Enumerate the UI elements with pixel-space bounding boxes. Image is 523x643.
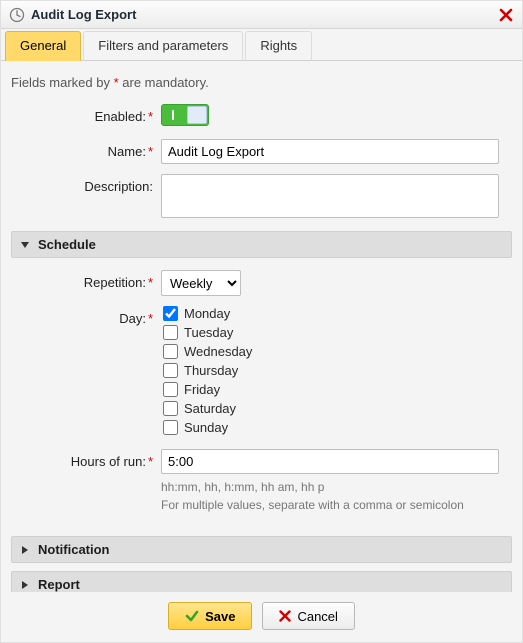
chevron-down-icon [20, 240, 32, 250]
day-label: Friday [184, 382, 220, 397]
section-report-header[interactable]: Report [11, 571, 512, 592]
day-label: Thursday [184, 363, 238, 378]
hours-input[interactable] [161, 449, 499, 474]
tab-rights[interactable]: Rights [245, 31, 312, 61]
row-description: Description: [11, 174, 512, 221]
save-button[interactable]: Save [168, 602, 252, 630]
section-schedule-body: Repetition:* Weekly Day:* [11, 258, 512, 528]
button-bar: Save Cancel [1, 592, 522, 642]
mandatory-note-suffix: are mandatory. [119, 75, 209, 90]
required-asterisk: * [146, 454, 153, 469]
label-enabled-text: Enabled: [95, 109, 146, 124]
titlebar: Audit Log Export [1, 1, 522, 29]
day-row: Monday [161, 306, 512, 321]
day-row: Friday [161, 382, 512, 397]
repetition-select[interactable]: Weekly [161, 270, 241, 296]
label-day-text: Day: [119, 311, 146, 326]
dialog-title: Audit Log Export [31, 7, 496, 22]
day-label: Tuesday [184, 325, 233, 340]
hours-hint: hh:mm, hh, h:mm, hh am, hh p For multipl… [161, 478, 512, 514]
checkbox-wednesday[interactable] [163, 344, 178, 359]
tab-general[interactable]: General [5, 31, 81, 61]
checkbox-monday[interactable] [163, 306, 178, 321]
day-checkbox-group: Monday Tuesday Wednesday Thursday [161, 306, 512, 439]
close-icon [499, 8, 513, 22]
day-row: Tuesday [161, 325, 512, 340]
required-asterisk: * [146, 311, 153, 326]
section-notification-title: Notification [38, 542, 110, 557]
tab-content: Fields marked by * are mandatory. Enable… [1, 61, 522, 592]
close-button[interactable] [496, 5, 516, 25]
tab-filters[interactable]: Filters and parameters [83, 31, 243, 61]
label-hours: Hours of run:* [11, 449, 161, 469]
row-repetition: Repetition:* Weekly [11, 270, 512, 296]
label-repetition-text: Repetition: [84, 275, 146, 290]
day-label: Monday [184, 306, 230, 321]
section-schedule-header[interactable]: Schedule [11, 231, 512, 258]
dialog-window: Audit Log Export General Filters and par… [0, 0, 523, 643]
cancel-button[interactable]: Cancel [262, 602, 354, 630]
day-row: Thursday [161, 363, 512, 378]
required-asterisk: * [146, 109, 153, 124]
section-schedule-title: Schedule [38, 237, 96, 252]
description-input[interactable] [161, 174, 499, 218]
row-hours: Hours of run:* hh:mm, hh, h:mm, hh am, h… [11, 449, 512, 514]
checkbox-tuesday[interactable] [163, 325, 178, 340]
checkbox-friday[interactable] [163, 382, 178, 397]
enabled-toggle[interactable] [161, 104, 209, 126]
tab-bar: General Filters and parameters Rights [1, 29, 522, 61]
section-notification: Notification [11, 536, 512, 563]
checkbox-sunday[interactable] [163, 420, 178, 435]
section-report: Report [11, 571, 512, 592]
label-hours-text: Hours of run: [71, 454, 146, 469]
mandatory-note: Fields marked by * are mandatory. [11, 75, 512, 90]
row-enabled: Enabled:* [11, 104, 512, 129]
mandatory-note-prefix: Fields marked by [11, 75, 114, 90]
save-button-label: Save [205, 609, 235, 624]
required-asterisk: * [146, 144, 153, 159]
clock-icon [9, 7, 25, 23]
name-input[interactable] [161, 139, 499, 164]
chevron-right-icon [20, 580, 32, 590]
check-icon [185, 609, 199, 623]
label-name: Name:* [11, 139, 161, 159]
toggle-on-indicator [172, 110, 174, 120]
section-notification-header[interactable]: Notification [11, 536, 512, 563]
day-label: Saturday [184, 401, 236, 416]
chevron-right-icon [20, 545, 32, 555]
checkbox-saturday[interactable] [163, 401, 178, 416]
label-repetition: Repetition:* [11, 270, 161, 290]
label-name-text: Name: [108, 144, 146, 159]
cancel-icon [279, 610, 291, 622]
section-report-title: Report [38, 577, 80, 592]
hours-hint-line1: hh:mm, hh, h:mm, hh am, hh p [161, 478, 512, 496]
section-schedule: Schedule Repetition:* Weekly [11, 231, 512, 528]
label-description: Description: [11, 174, 161, 194]
toggle-knob [187, 106, 207, 124]
checkbox-thursday[interactable] [163, 363, 178, 378]
row-name: Name:* [11, 139, 512, 164]
day-row: Wednesday [161, 344, 512, 359]
hours-hint-line2: For multiple values, separate with a com… [161, 496, 512, 514]
label-enabled: Enabled:* [11, 104, 161, 124]
label-day: Day:* [11, 306, 161, 326]
day-row: Saturday [161, 401, 512, 416]
day-label: Sunday [184, 420, 228, 435]
day-label: Wednesday [184, 344, 252, 359]
row-day: Day:* Monday Tuesday Wedne [11, 306, 512, 439]
cancel-button-label: Cancel [297, 609, 337, 624]
day-row: Sunday [161, 420, 512, 435]
required-asterisk: * [146, 275, 153, 290]
label-description-text: Description: [84, 179, 153, 194]
